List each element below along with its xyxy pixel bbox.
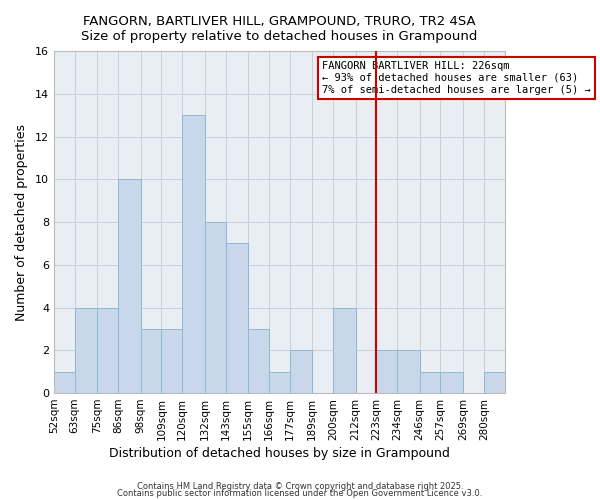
Y-axis label: Number of detached properties: Number of detached properties [15,124,28,320]
Text: FANGORN BARTLIVER HILL: 226sqm
← 93% of detached houses are smaller (63)
7% of s: FANGORN BARTLIVER HILL: 226sqm ← 93% of … [322,62,591,94]
Text: Contains HM Land Registry data © Crown copyright and database right 2025.: Contains HM Land Registry data © Crown c… [137,482,463,491]
Bar [440,372,463,393]
Bar [397,350,420,393]
Bar [161,329,182,393]
Bar [118,180,140,393]
Bar [97,308,118,393]
X-axis label: Distribution of detached houses by size in Grampound: Distribution of detached houses by size … [109,447,449,460]
Bar [376,350,397,393]
Bar [182,115,205,393]
Bar [140,329,161,393]
Bar [484,372,505,393]
Bar [290,350,312,393]
Bar [54,372,74,393]
Bar [205,222,226,393]
Bar [248,329,269,393]
Bar [74,308,97,393]
Bar [269,372,290,393]
Bar [420,372,440,393]
Text: Contains public sector information licensed under the Open Government Licence v3: Contains public sector information licen… [118,490,482,498]
Bar [226,244,248,393]
Bar [333,308,356,393]
Title: FANGORN, BARTLIVER HILL, GRAMPOUND, TRURO, TR2 4SA
Size of property relative to : FANGORN, BARTLIVER HILL, GRAMPOUND, TRUR… [81,15,478,43]
